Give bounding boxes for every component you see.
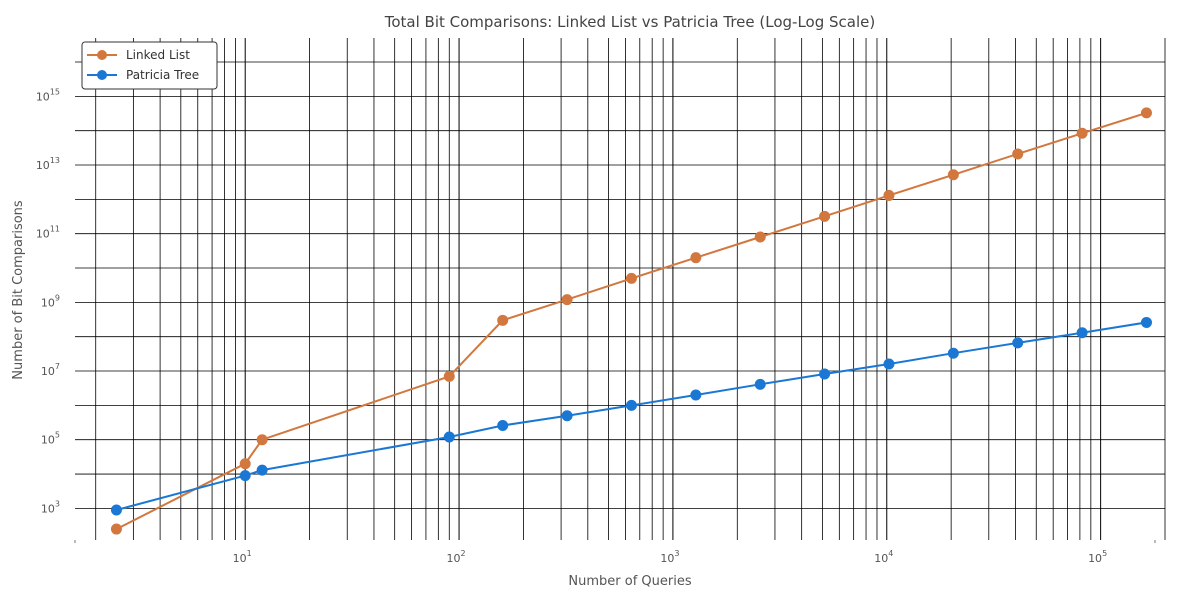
data-point-patricia-tree — [1012, 337, 1024, 349]
y-tick-label: 109 — [41, 293, 60, 309]
data-point-patricia-tree — [239, 470, 251, 482]
legend-box — [81, 41, 218, 90]
data-point-linked-list — [625, 272, 637, 284]
y-tick-label: 1013 — [36, 156, 60, 172]
series-line-patricia-tree — [116, 321, 1147, 511]
data-point-patricia-tree — [1140, 316, 1152, 328]
legend-item: Patricia Tree — [87, 68, 199, 82]
series-line-linked-list — [115, 111, 1147, 530]
data-point-linked-list — [497, 314, 509, 326]
x-tick-label: 103 — [660, 549, 679, 565]
x-tick-label: 101 — [233, 549, 252, 565]
data-point-linked-list — [239, 458, 251, 470]
data-point-patricia-tree — [883, 358, 895, 370]
data-point-patricia-tree — [256, 464, 268, 476]
legend-marker — [97, 70, 107, 80]
data-point-patricia-tree — [819, 368, 831, 380]
data-point-linked-list — [1012, 148, 1024, 160]
data-point-linked-list — [819, 210, 831, 222]
legend-label: Linked List — [126, 48, 190, 62]
data-point-patricia-tree — [625, 399, 637, 411]
legend-item: Linked List — [87, 48, 190, 62]
grid-lines — [75, 38, 1166, 540]
data-point-linked-list — [561, 294, 573, 306]
x-tick-label: 104 — [874, 549, 893, 565]
series-patricia-tree — [110, 316, 1152, 516]
data-point-linked-list — [110, 523, 122, 535]
data-point-linked-list — [947, 169, 959, 181]
y-axis-label: Number of Bit Comparisons — [11, 200, 26, 380]
legend-marker — [97, 50, 107, 60]
data-point-patricia-tree — [1076, 327, 1088, 339]
y-tick-label: 103 — [41, 499, 60, 515]
series-lines — [110, 107, 1152, 535]
data-point-linked-list — [1140, 107, 1152, 119]
data-point-linked-list — [690, 252, 702, 264]
y-tick-label: 1011 — [36, 225, 60, 241]
data-point-linked-list — [1076, 127, 1088, 139]
data-point-patricia-tree — [110, 504, 122, 516]
data-point-patricia-tree — [754, 378, 766, 390]
x-tick-label: 102 — [447, 549, 466, 565]
legend-label: Patricia Tree — [126, 68, 199, 82]
data-point-linked-list — [754, 231, 766, 243]
data-point-patricia-tree — [497, 419, 509, 431]
series-linked-list — [110, 107, 1152, 535]
data-point-patricia-tree — [443, 431, 455, 443]
chart-title: Total Bit Comparisons: Linked List vs Pa… — [384, 13, 876, 31]
x-tick-label: 105 — [1088, 549, 1107, 565]
y-tick-label: 107 — [41, 362, 60, 378]
data-point-linked-list — [256, 434, 268, 446]
data-point-linked-list — [443, 370, 455, 382]
x-axis-label: Number of Queries — [568, 574, 691, 589]
data-point-linked-list — [883, 189, 895, 201]
y-tick-label: 105 — [41, 431, 60, 447]
data-point-patricia-tree — [561, 410, 573, 422]
axes: 101 102 103 104 105 103 105 107 109 1011 1013 1015 — [36, 87, 1156, 565]
legend: Linked List Patricia Tree — [81, 41, 218, 90]
data-point-patricia-tree — [947, 347, 959, 359]
y-tick-label: 1015 — [36, 87, 60, 103]
data-point-patricia-tree — [690, 389, 702, 401]
